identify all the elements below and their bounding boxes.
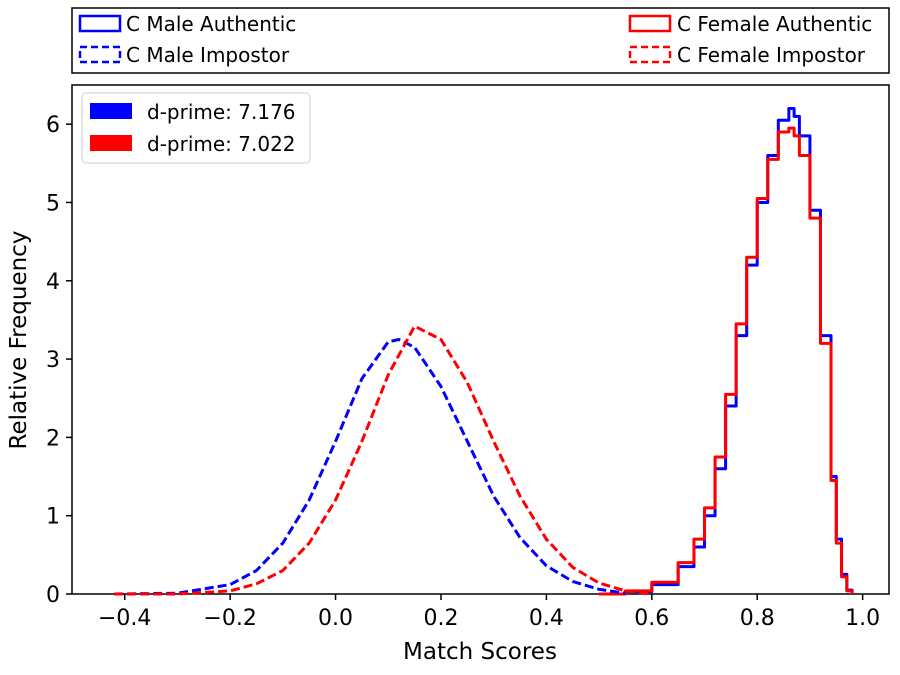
legend-label-female-authentic: C Female Authentic xyxy=(677,12,872,36)
y-tick-label: 1 xyxy=(46,505,60,530)
top-legend: C Male Authentic C Female Authentic C Ma… xyxy=(71,7,890,74)
x-tick-label: 0.4 xyxy=(529,606,564,631)
x-tick-label: −0.2 xyxy=(203,606,256,631)
legend-label-male-authentic: C Male Authentic xyxy=(126,12,296,36)
series-line-c-female-impostor xyxy=(114,324,652,596)
inner-legend-frame xyxy=(81,92,311,164)
y-tick-label: 4 xyxy=(46,270,60,295)
legend-swatch-female-authentic xyxy=(628,14,672,33)
y-tick-label: 3 xyxy=(46,348,60,373)
legend-label-male-impostor: C Male Impostor xyxy=(126,43,290,67)
x-tick-label: 0.2 xyxy=(423,606,458,631)
legend-swatch-male-authentic xyxy=(78,14,122,33)
x-tick-label: 1.0 xyxy=(845,606,880,631)
y-tick-label: 6 xyxy=(46,113,60,138)
y-axis-ticks: 0 1 2 3 4 5 6 xyxy=(46,113,72,608)
inner-legend-swatch-red xyxy=(90,135,132,151)
series-line-c-female-authentic xyxy=(599,126,854,596)
y-axis-label: Relative Frequency xyxy=(6,231,32,450)
x-tick-label: 0.6 xyxy=(634,606,669,631)
y-tick-label: 2 xyxy=(46,426,60,451)
x-tick-label: −0.4 xyxy=(98,606,151,631)
inner-legend-label-male: d-prime: 7.176 xyxy=(147,100,296,124)
x-axis-label: Match Scores xyxy=(403,639,557,665)
y-tick-label: 5 xyxy=(46,191,60,216)
x-tick-label: 0.8 xyxy=(740,606,775,631)
x-axis-ticks: −0.4 −0.2 0.0 0.2 0.4 0.6 0.8 1.0 xyxy=(98,594,880,631)
inner-legend: d-prime: 7.176 d-prime: 7.022 xyxy=(81,92,311,164)
x-tick-label: 0.0 xyxy=(318,606,353,631)
legend-swatch-female-impostor xyxy=(628,45,672,64)
series-line-c-male-impostor xyxy=(114,338,626,596)
inner-legend-swatch-blue xyxy=(90,103,132,119)
series-layer xyxy=(114,106,854,596)
legend-label-female-impostor: C Female Impostor xyxy=(677,43,866,67)
y-tick-label: 0 xyxy=(46,583,60,608)
inner-legend-label-female: d-prime: 7.022 xyxy=(147,132,296,156)
legend-swatch-male-impostor xyxy=(78,45,122,64)
top-legend-frame xyxy=(71,7,890,74)
plot-area xyxy=(71,84,890,595)
